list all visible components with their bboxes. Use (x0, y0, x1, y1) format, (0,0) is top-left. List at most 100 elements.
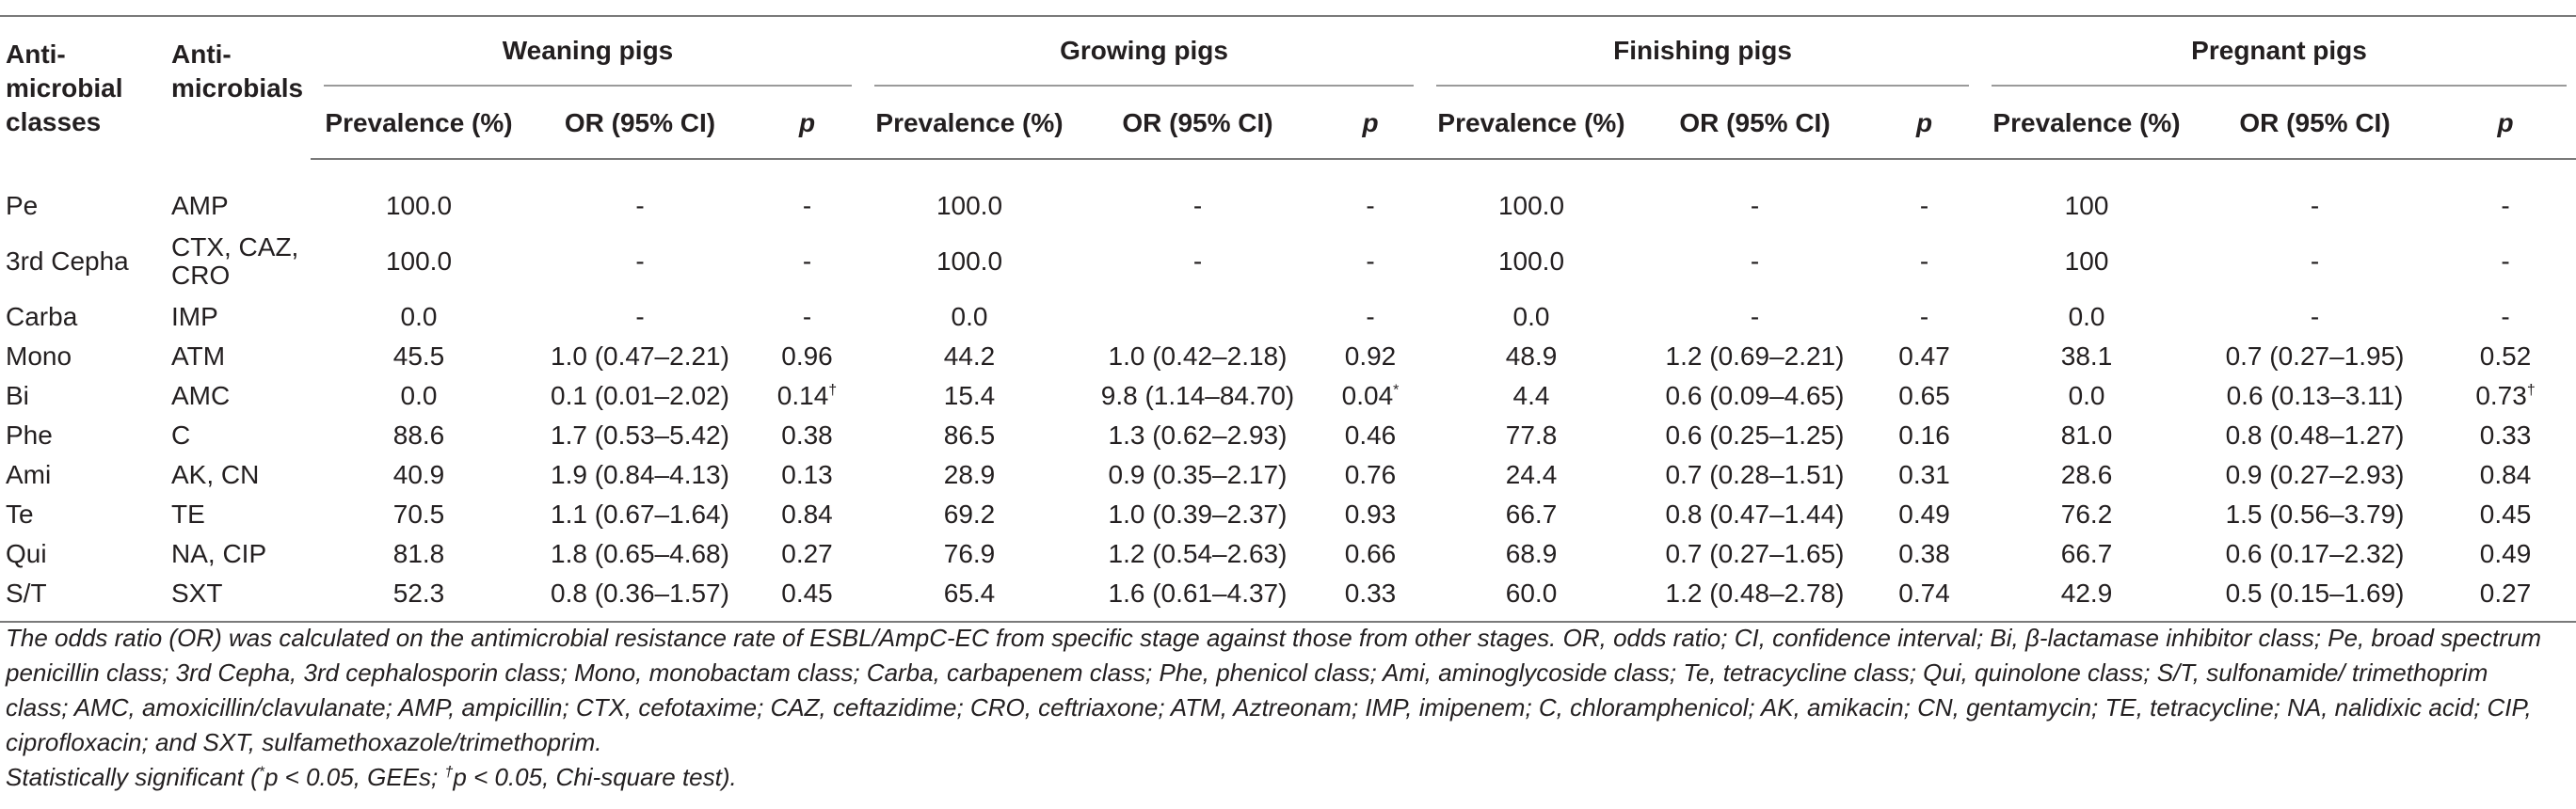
table-row: Qui NA, CIP 81.8 1.8 (0.65–4.68) 0.27 76.9 1.2… (0, 534, 2576, 574)
cell-p-value: 0.96 (781, 341, 833, 371)
sub-header-prevalence: Prevalence (%) (1978, 88, 2196, 160)
cell-odds-ratio: - (1750, 302, 1760, 331)
cell-odds-ratio: - (1192, 191, 1203, 220)
cell-prevalence: 100.0 (1497, 246, 1565, 276)
cell-p-value: 0.04* (1341, 381, 1400, 410)
cell-prevalence: 81.0 (2060, 420, 2113, 450)
cell-odds-ratio: 1.2 (0.48–2.78) (1640, 574, 1871, 623)
cell-class: Pe (6, 190, 39, 220)
sub-header-or: OR (95% CI) (1640, 88, 1871, 160)
cell-prevalence: 0.0 (951, 302, 988, 331)
cell-prevalence: 65.4 (861, 574, 1078, 623)
header-row-subcolumns: Prevalence (%) OR (95% CI) p Prevalence … (0, 88, 2576, 160)
star-marker: * (258, 764, 264, 781)
cell-p-value: 0.84 (2479, 460, 2532, 489)
sub-header-or: OR (95% CI) (527, 88, 753, 160)
cell-p-value: 0.38 (1898, 539, 1950, 568)
cell-antimicrobial: AMC (171, 381, 231, 410)
resistance-table: Anti-microbial classes Anti-microbials W… (0, 15, 2576, 623)
cell-odds-ratio: 1.3 (0.62–2.93) (1108, 420, 1288, 450)
cell-odds-ratio (1078, 297, 1318, 337)
cell-prevalence: 0.0 (2068, 381, 2105, 410)
cell-p-value: 0.66 (1344, 539, 1397, 568)
cell-class: Qui (6, 539, 47, 568)
cell-odds-ratio: - (2310, 246, 2320, 276)
col-header-drug: Anti-microbials (160, 15, 311, 159)
sub-header-p: p (2435, 88, 2576, 160)
cell-p-value: - (1366, 302, 1375, 331)
cell-p-value: - (802, 191, 812, 220)
cell-p-value: 0.46 (1344, 420, 1397, 450)
cell-prevalence: 44.2 (943, 341, 996, 371)
sub-header-prevalence: Prevalence (%) (311, 88, 527, 160)
cell-prevalence: 76.9 (943, 539, 996, 568)
table-row: Carba IMP 0.0 - - 0.0 - 0.0 - - 0.0 - - (0, 297, 2576, 337)
cell-prevalence: 0.0 (400, 381, 438, 410)
sub-header-prevalence: Prevalence (%) (1423, 88, 1640, 160)
dagger-marker: † (444, 764, 454, 781)
cell-p-value: 0.73† (2475, 381, 2536, 410)
cell-prevalence: 100 (2064, 246, 2109, 276)
cell-prevalence: 52.3 (311, 574, 527, 623)
cell-antimicrobial: IMP (171, 302, 218, 331)
cell-p-value: 0.38 (781, 420, 833, 450)
cell-prevalence: 100.0 (385, 191, 453, 220)
cell-prevalence: 86.5 (943, 420, 996, 450)
cell-p-value: 0.52 (2479, 341, 2532, 371)
cell-antimicrobial: C (171, 420, 191, 450)
cell-p-value: 0.14† (776, 381, 838, 410)
cell-odds-ratio: 1.0 (0.42–2.18) (1108, 341, 1288, 371)
cell-p-value: 0.47 (1898, 341, 1950, 371)
cell-antimicrobial: ATM (171, 341, 226, 371)
cell-prevalence: 66.7 (2060, 539, 2113, 568)
cell-odds-ratio: - (635, 191, 645, 220)
cell-prevalence: 69.2 (943, 500, 996, 529)
table-row: Ami AK, CN 40.9 1.9 (0.84–4.13) 0.13 28.9 0.9 … (0, 455, 2576, 495)
cell-odds-ratio: - (1750, 246, 1760, 276)
cell-prevalence: 66.7 (1505, 500, 1558, 529)
cell-odds-ratio: 1.7 (0.53–5.42) (551, 420, 729, 450)
table-row: Bi AMC 0.0 0.1 (0.01–2.02) 0.14† 15.4 9.8 (1.1… (0, 376, 2576, 416)
group-header-growing: Growing pigs (861, 15, 1424, 88)
cell-prevalence: 68.9 (1505, 539, 1558, 568)
cell-p-value: 0.84 (781, 500, 833, 529)
cell-p-value: 0.13 (781, 460, 833, 489)
cell-odds-ratio: 0.6 (0.17–2.32) (2225, 539, 2405, 568)
cell-prevalence: 45.5 (392, 341, 445, 371)
significance-marker: * (1393, 382, 1400, 399)
cell-prevalence: 60.0 (1423, 574, 1640, 623)
cell-antimicrobial: CTX, CAZ, CRO (171, 232, 299, 290)
cell-odds-ratio: 0.6 (0.25–1.25) (1665, 420, 1845, 450)
cell-prevalence: 0.0 (1512, 302, 1550, 331)
cell-odds-ratio: 1.2 (0.69–2.21) (1665, 341, 1845, 371)
cell-antimicrobial: SXT (160, 574, 311, 623)
table-footnote: The odds ratio (OR) was calculated on th… (6, 621, 2547, 795)
cell-prevalence: 24.4 (1505, 460, 1558, 489)
table-row: 3rd Cepha CTX, CAZ, CRO 100.0 - - 100.0 - - 100.… (0, 226, 2576, 297)
cell-p-value: - (1919, 191, 1929, 220)
cell-prevalence: 28.9 (943, 460, 996, 489)
cell-odds-ratio: 0.7 (0.27–1.95) (2225, 341, 2405, 371)
cell-odds-ratio: 1.1 (0.67–1.64) (551, 500, 729, 529)
cell-odds-ratio: - (1750, 191, 1760, 220)
cell-odds-ratio: 1.9 (0.84–4.13) (551, 460, 729, 489)
cell-class: Carba (6, 302, 78, 331)
cell-odds-ratio: 0.6 (0.09–4.65) (1665, 381, 1845, 410)
cell-odds-ratio: 0.8 (0.36–1.57) (527, 574, 753, 623)
cell-prevalence: 28.6 (2060, 460, 2113, 489)
cell-odds-ratio: 1.2 (0.54–2.63) (1108, 539, 1288, 568)
cell-odds-ratio: 1.8 (0.65–4.68) (551, 539, 729, 568)
cell-p-value: - (1919, 302, 1929, 331)
cell-odds-ratio: 1.0 (0.47–2.21) (551, 341, 729, 371)
col-header-class: Anti-microbial classes (0, 15, 160, 159)
cell-class: Mono (6, 341, 72, 371)
cell-class: Ami (6, 460, 52, 489)
cell-prevalence: 0.0 (400, 302, 438, 331)
cell-p-value: 0.33 (2479, 420, 2532, 450)
cell-prevalence: 100.0 (936, 191, 1003, 220)
cell-p-value: - (1919, 246, 1929, 276)
cell-p-value: 0.65 (1898, 381, 1950, 410)
group-header-weaning: Weaning pigs (311, 15, 861, 88)
sub-header-p: p (1870, 88, 1979, 160)
